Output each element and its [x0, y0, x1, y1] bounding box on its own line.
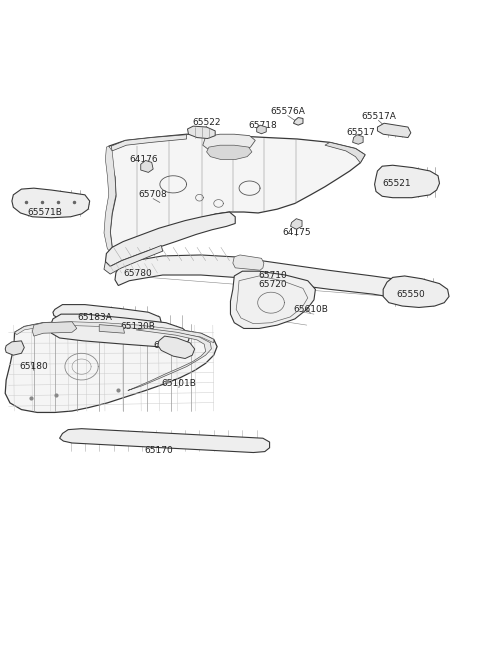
Polygon shape: [230, 271, 315, 328]
Polygon shape: [257, 125, 266, 134]
Text: 65522: 65522: [192, 118, 221, 127]
Polygon shape: [15, 322, 214, 343]
Text: 65101B: 65101B: [161, 379, 196, 388]
Text: 64175: 64175: [282, 227, 311, 236]
Text: 65571B: 65571B: [28, 208, 63, 217]
Polygon shape: [377, 123, 411, 138]
Text: 65183A: 65183A: [77, 312, 112, 322]
Polygon shape: [111, 135, 187, 151]
Polygon shape: [293, 117, 303, 125]
Polygon shape: [233, 255, 264, 271]
Text: 65720: 65720: [258, 280, 287, 289]
Text: 65576A: 65576A: [270, 107, 305, 117]
Text: 64176: 64176: [129, 155, 158, 164]
Text: 65708: 65708: [139, 191, 168, 199]
Text: 65521: 65521: [382, 179, 411, 188]
Polygon shape: [188, 126, 215, 138]
Polygon shape: [374, 165, 440, 198]
Polygon shape: [141, 160, 153, 172]
Text: 65710: 65710: [258, 271, 287, 280]
Polygon shape: [206, 145, 252, 160]
Polygon shape: [109, 134, 365, 258]
Text: 65517A: 65517A: [361, 112, 396, 121]
Polygon shape: [50, 314, 190, 348]
Polygon shape: [353, 135, 363, 144]
Polygon shape: [115, 255, 409, 298]
Text: 65130B: 65130B: [120, 322, 155, 331]
Polygon shape: [203, 134, 255, 153]
Text: 65173A: 65173A: [154, 341, 188, 350]
Polygon shape: [158, 336, 195, 358]
Polygon shape: [290, 219, 302, 229]
Polygon shape: [53, 305, 161, 330]
Polygon shape: [60, 428, 270, 453]
Polygon shape: [104, 146, 118, 257]
Polygon shape: [12, 188, 90, 217]
Text: 65718: 65718: [249, 121, 277, 130]
Polygon shape: [33, 322, 77, 336]
Text: 65610B: 65610B: [293, 305, 328, 314]
Text: 65170: 65170: [144, 446, 173, 455]
Polygon shape: [5, 322, 217, 413]
Polygon shape: [99, 325, 124, 333]
Polygon shape: [325, 142, 365, 163]
Polygon shape: [128, 328, 211, 390]
Text: 65780: 65780: [123, 269, 152, 278]
Text: 65180: 65180: [20, 362, 48, 371]
Polygon shape: [383, 276, 449, 307]
Text: 65550: 65550: [396, 290, 425, 299]
Polygon shape: [106, 212, 235, 267]
Text: 65517: 65517: [346, 128, 374, 138]
Polygon shape: [5, 341, 24, 355]
Polygon shape: [104, 246, 163, 274]
